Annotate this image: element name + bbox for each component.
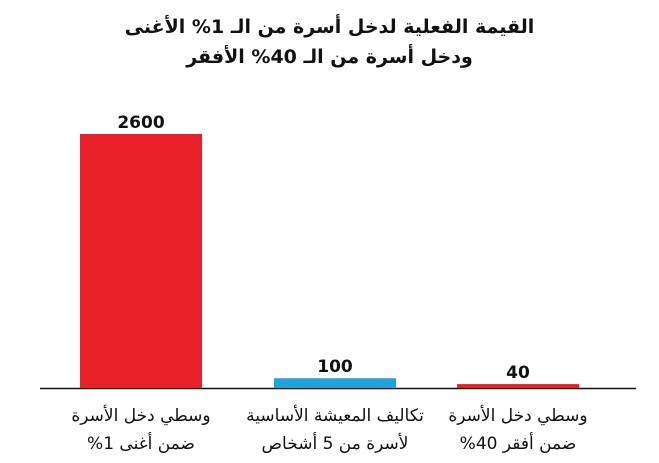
- value-label: 40: [506, 363, 530, 383]
- x-tick-label: وسطي دخل الأسرة ضمن أغنى 1%: [71, 406, 211, 454]
- bar: [274, 378, 396, 388]
- value-label: 100: [317, 357, 353, 377]
- value-label: 2600: [117, 113, 164, 133]
- x-tick-label: وسطي دخل الأسرة ضمن أفقر 40%: [448, 406, 588, 454]
- bar: [80, 134, 202, 388]
- bar: [457, 384, 579, 388]
- x-tick-label: تكاليف المعيشة الأساسية لأسرة من 5 أشخاص: [246, 406, 424, 454]
- chart-title: القيمة الفعلية لدخل أسرة من الـ 1% الأغن…: [124, 16, 535, 68]
